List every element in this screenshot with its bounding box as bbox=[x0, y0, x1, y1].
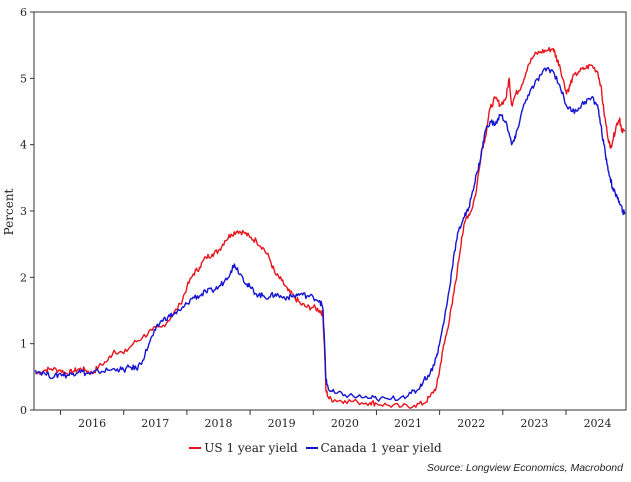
x-tick-label: 2018 bbox=[204, 417, 232, 430]
y-tick-label: 4 bbox=[20, 139, 27, 152]
y-tick-label: 5 bbox=[20, 72, 27, 85]
y-tick-label: 6 bbox=[20, 6, 27, 19]
legend-item-canada: Canada 1 year yield bbox=[305, 441, 442, 455]
x-tick-label: 2023 bbox=[520, 417, 548, 430]
x-tick-label: 2022 bbox=[457, 417, 485, 430]
x-tick-label: 2016 bbox=[78, 417, 106, 430]
y-tick-label: 3 bbox=[20, 205, 27, 218]
legend-label-canada: Canada 1 year yield bbox=[320, 441, 442, 455]
x-tick-label: 2020 bbox=[331, 417, 359, 430]
legend-label-us: US 1 year yield bbox=[204, 441, 298, 455]
y-tick-label: 0 bbox=[20, 404, 27, 417]
source-note: Source: Longview Economics, Macrobond bbox=[426, 462, 623, 474]
legend-swatch-canada bbox=[305, 447, 318, 449]
x-tick-label: 2017 bbox=[141, 417, 169, 430]
plot-frame bbox=[33, 11, 627, 411]
legend: US 1 year yield Canada 1 year yield bbox=[0, 438, 631, 455]
x-tick-label: 2021 bbox=[394, 417, 422, 430]
series-line-us bbox=[35, 46, 626, 409]
legend-item-us: US 1 year yield bbox=[189, 441, 298, 455]
y-tick-label: 2 bbox=[20, 271, 27, 284]
x-tick-label: 2019 bbox=[268, 417, 296, 430]
y-tick-label: 1 bbox=[20, 338, 27, 351]
series-line-canada bbox=[34, 66, 626, 402]
x-tick-label: 2024 bbox=[584, 417, 612, 430]
y-axis-label: Percent bbox=[2, 188, 16, 235]
legend-swatch-us bbox=[189, 447, 202, 449]
